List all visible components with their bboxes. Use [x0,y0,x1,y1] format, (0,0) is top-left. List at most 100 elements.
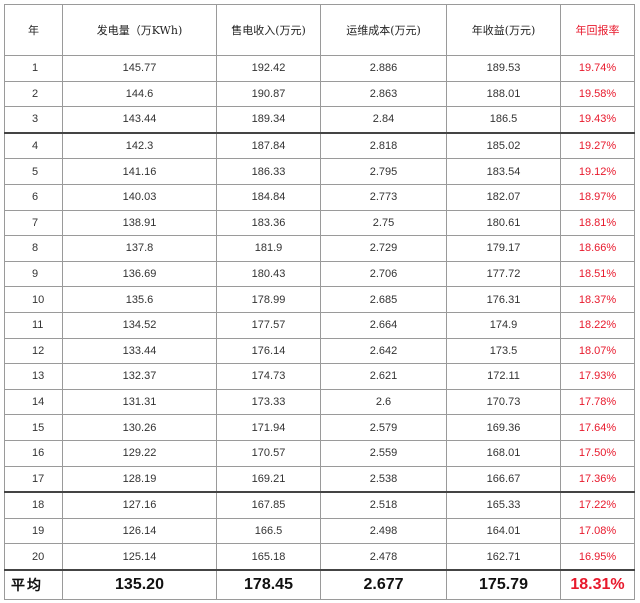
year-cell: 19 [4,517,63,545]
sales-income-cell: 190.87 [216,80,321,108]
year-cell: 6 [4,183,63,211]
generation-cell: 136.69 [62,260,217,288]
average-annual-return-cell: 18.31% [560,568,635,600]
sales-income-cell: 166.5 [216,517,321,545]
annual-return-cell: 18.07% [560,337,635,365]
annual-income-cell: 166.67 [446,465,561,493]
generation-cell: 132.37 [62,363,217,390]
generation-cell: 143.44 [62,106,217,134]
year-cell: 20 [4,543,63,571]
year-cell: 14 [4,388,63,416]
generation-cell: 137.8 [62,235,217,262]
table-row: 17 128.19 169.21 2.538 166.67 17.36% [4,465,635,493]
annual-income-cell: 186.5 [446,106,561,134]
generation-cell: 135.6 [62,286,217,313]
table-row: 9 136.69 180.43 2.706 177.72 18.51% [4,260,635,288]
average-sales-income-cell: 178.45 [216,568,321,600]
year-cell: 17 [4,465,63,493]
annual-return-cell: 18.51% [560,260,635,288]
sales-income-cell: 187.84 [216,131,321,160]
sales-income-cell: 184.84 [216,183,321,211]
generation-cell: 126.14 [62,517,217,545]
table-row: 3 143.44 189.34 2.84 186.5 19.43% [4,106,635,134]
table-row: 11 134.52 177.57 2.664 174.9 18.22% [4,311,635,339]
generation-cell: 140.03 [62,183,217,211]
om-cost-cell: 2.498 [320,517,447,545]
year-cell: 10 [4,286,63,313]
generation-cell: 129.22 [62,439,217,467]
om-cost-cell: 2.886 [320,55,447,82]
annual-return-cell: 17.08% [560,517,635,545]
sales-income-cell: 176.14 [216,337,321,365]
annual-income-cell: 162.71 [446,543,561,571]
table-row: 15 130.26 171.94 2.579 169.36 17.64% [4,414,635,441]
table-row: 4 142.3 187.84 2.818 185.02 19.27% [4,131,635,160]
om-cost-cell: 2.642 [320,337,447,365]
generation-cell: 144.6 [62,80,217,108]
sales-income-cell: 171.94 [216,414,321,441]
sales-income-cell: 180.43 [216,260,321,288]
annual-income-cell: 173.5 [446,337,561,365]
annual-return-cell: 17.64% [560,414,635,441]
annual-return-cell: 18.97% [560,183,635,211]
year-cell: 13 [4,363,63,390]
om-cost-cell: 2.559 [320,439,447,467]
revenue-table-container: 年 发电量（万KWh) 售电收入(万元) 运维成本(万元) 年收益(万元) 年回… [4,4,635,600]
annual-return-cell: 18.66% [560,235,635,262]
annual-return-cell: 19.43% [560,106,635,134]
header-om-cost: 运维成本(万元) [320,4,447,56]
annual-income-cell: 165.33 [446,491,561,519]
generation-cell: 133.44 [62,337,217,365]
table-row: 20 125.14 165.18 2.478 162.71 16.95% [4,543,635,571]
annual-income-cell: 179.17 [446,235,561,262]
table-row: 18 127.16 167.85 2.518 165.33 17.22% [4,491,635,519]
table-row: 5 141.16 186.33 2.795 183.54 19.12% [4,158,635,185]
sales-income-cell: 189.34 [216,106,321,134]
sales-income-cell: 192.42 [216,55,321,82]
header-annual-income: 年收益(万元) [446,4,561,56]
sales-income-cell: 186.33 [216,158,321,185]
sales-income-cell: 178.99 [216,286,321,313]
annual-return-cell: 18.22% [560,311,635,339]
annual-return-cell: 19.12% [560,158,635,185]
sales-income-cell: 183.36 [216,209,321,237]
annual-income-cell: 174.9 [446,311,561,339]
om-cost-cell: 2.538 [320,465,447,493]
header-annual-return: 年回报率 [560,4,635,56]
om-cost-cell: 2.664 [320,311,447,339]
annual-income-cell: 180.61 [446,209,561,237]
table-row: 2 144.6 190.87 2.863 188.01 19.58% [4,80,635,108]
table-row: 14 131.31 173.33 2.6 170.73 17.78% [4,388,635,416]
year-cell: 2 [4,80,63,108]
om-cost-cell: 2.773 [320,183,447,211]
year-cell: 5 [4,158,63,185]
average-generation-cell: 135.20 [62,568,217,600]
year-cell: 3 [4,106,63,134]
table-row: 12 133.44 176.14 2.642 173.5 18.07% [4,337,635,365]
om-cost-cell: 2.75 [320,209,447,237]
om-cost-cell: 2.685 [320,286,447,313]
generation-cell: 138.91 [62,209,217,237]
average-annual-income-cell: 175.79 [446,568,561,600]
sales-income-cell: 169.21 [216,465,321,493]
annual-return-cell: 19.58% [560,80,635,108]
annual-return-cell: 17.22% [560,491,635,519]
annual-return-cell: 17.36% [560,465,635,493]
om-cost-cell: 2.621 [320,363,447,390]
header-generation: 发电量（万KWh) [62,4,217,56]
annual-income-cell: 182.07 [446,183,561,211]
annual-income-cell: 170.73 [446,388,561,416]
om-cost-cell: 2.863 [320,80,447,108]
revenue-table: 年 发电量（万KWh) 售电收入(万元) 运维成本(万元) 年收益(万元) 年回… [4,4,635,600]
annual-return-cell: 17.78% [560,388,635,416]
table-row: 1 145.77 192.42 2.886 189.53 19.74% [4,55,635,82]
header-row: 年 发电量（万KWh) 售电收入(万元) 运维成本(万元) 年收益(万元) 年回… [4,4,635,56]
om-cost-cell: 2.706 [320,260,447,288]
generation-cell: 141.16 [62,158,217,185]
annual-income-cell: 185.02 [446,131,561,160]
year-cell: 9 [4,260,63,288]
average-row: 平均 135.20 178.45 2.677 175.79 18.31% [4,568,635,600]
year-cell: 8 [4,235,63,262]
year-cell: 18 [4,491,63,519]
annual-income-cell: 183.54 [446,158,561,185]
